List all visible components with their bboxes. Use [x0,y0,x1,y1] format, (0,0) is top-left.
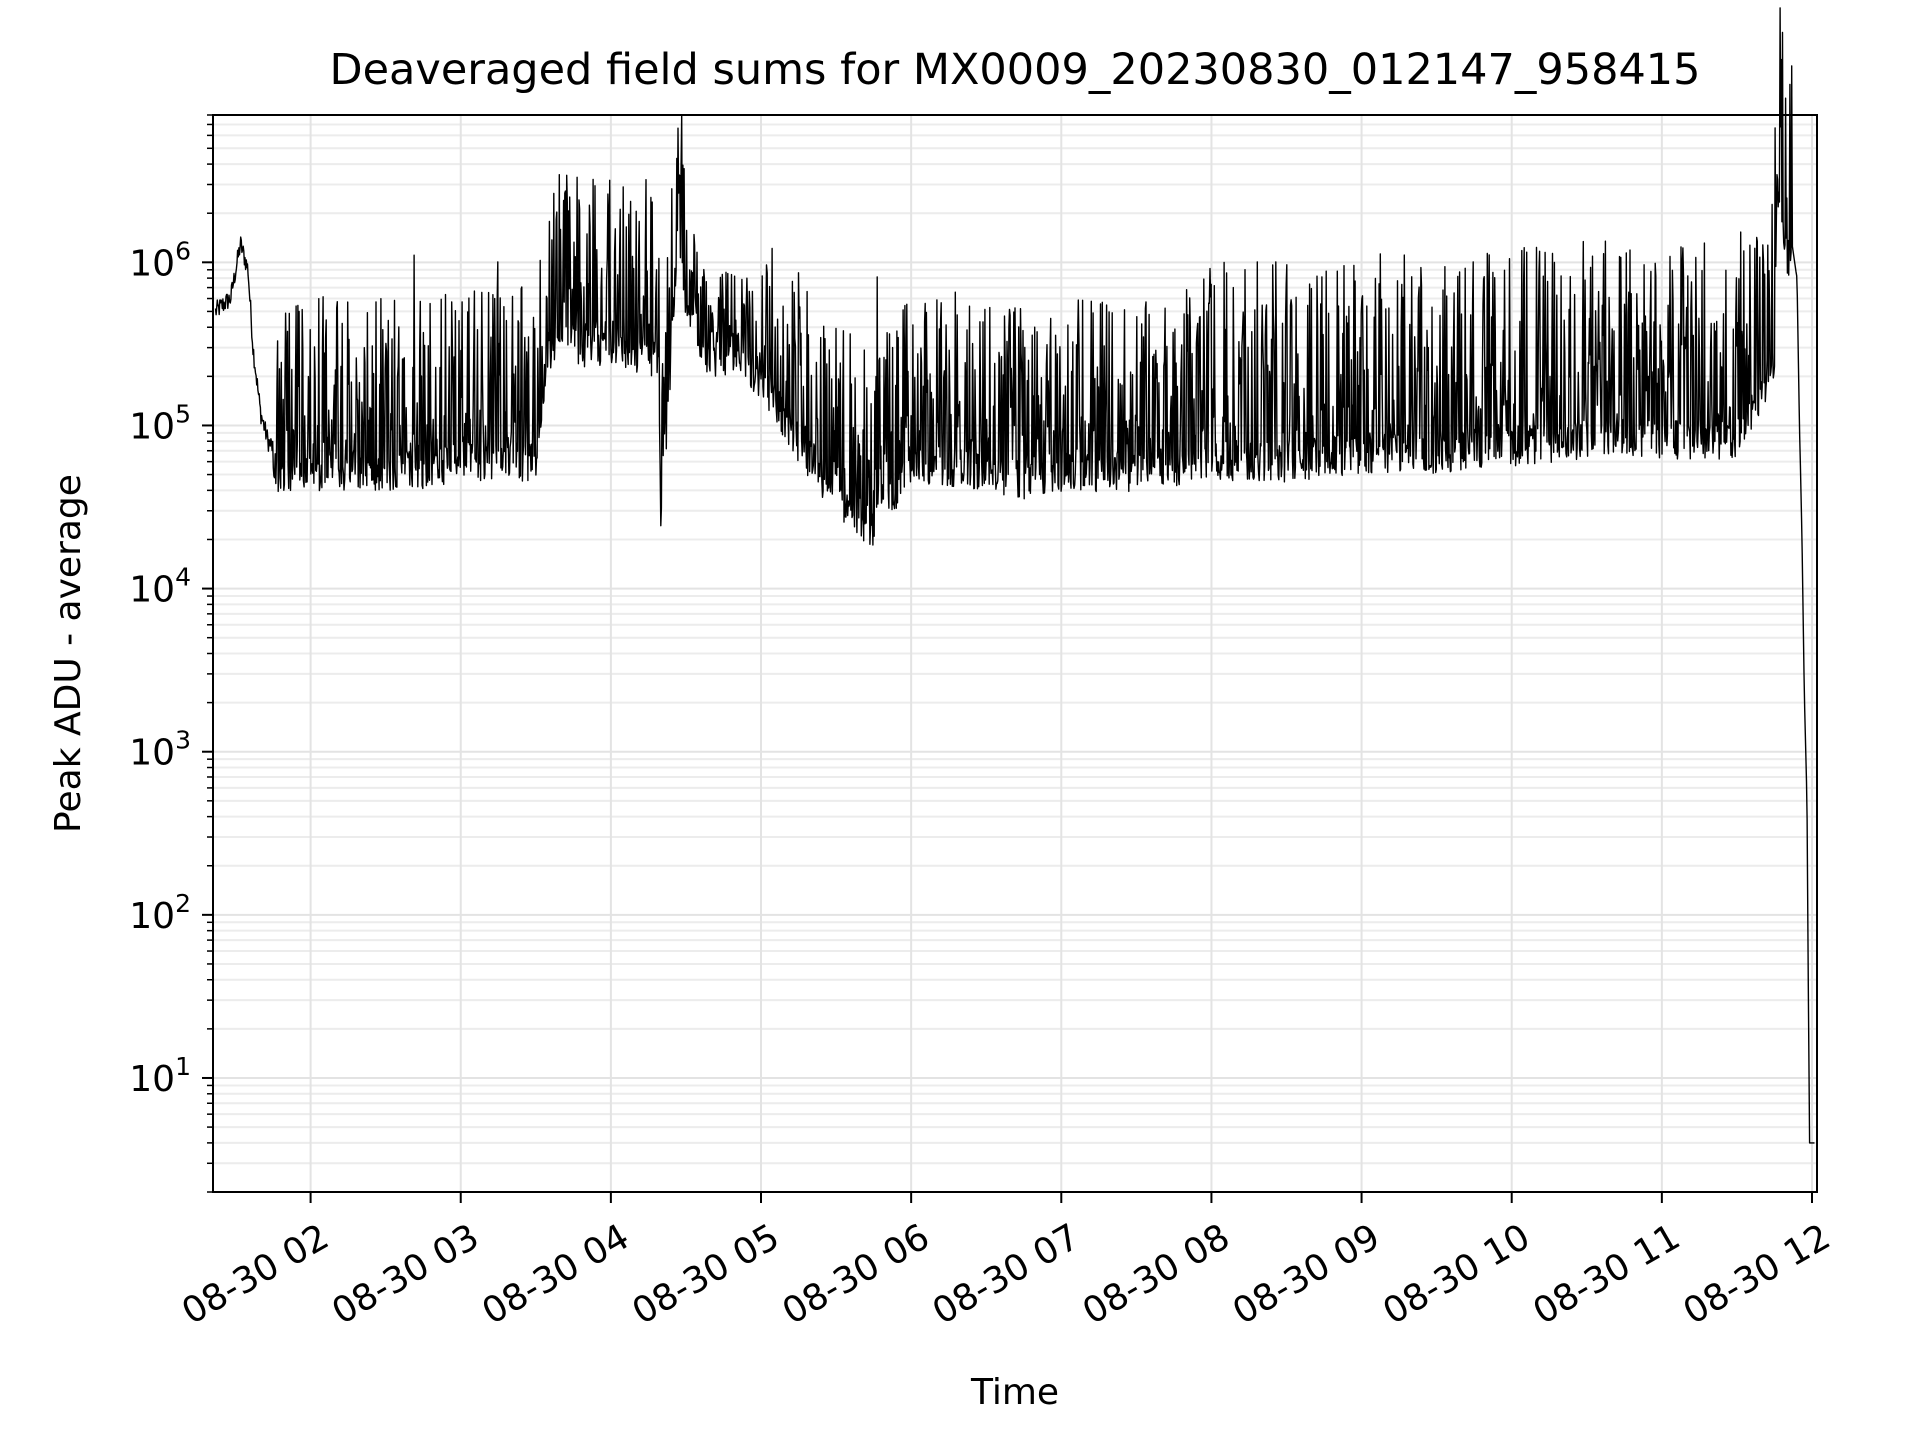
y-tick-label: 103 [129,726,191,774]
y-tick-label: 105 [129,399,191,447]
y-axis-label: Peak ADU - average [48,474,89,833]
y-tick-label: 104 [129,563,191,611]
series-layer [214,7,1815,1144]
y-tick-label: 102 [129,889,191,937]
y-axis-ticks: 101 102 103 104 105 106 [129,114,213,1193]
x-axis-label: Time [970,1372,1059,1413]
chart-title: Deaveraged field sums for MX0009_2023083… [329,45,1700,95]
y-tick-label: 101 [129,1052,191,1100]
series-line [214,7,1815,1144]
y-tick-label: 106 [129,236,191,284]
